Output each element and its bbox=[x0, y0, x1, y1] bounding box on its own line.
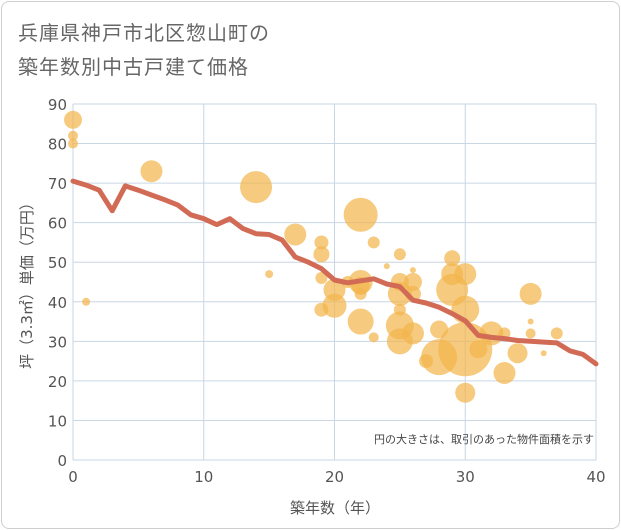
x-tick-label: 0 bbox=[68, 468, 78, 486]
bubble bbox=[265, 270, 274, 279]
x-tick-label: 10 bbox=[194, 468, 213, 486]
trend-line bbox=[70, 178, 599, 367]
y-tick-label: 0 bbox=[57, 452, 67, 470]
bubble bbox=[343, 197, 378, 232]
bubble bbox=[68, 138, 78, 149]
bubble bbox=[347, 308, 374, 335]
bubble-series bbox=[64, 110, 563, 403]
y-axis-label: 坪（3.3㎡）単価（万円） bbox=[18, 195, 36, 369]
bubble bbox=[368, 332, 379, 343]
axis-ticks: 0 10 20 30 40 50 60 70 80 90 0 10 20 30 40 bbox=[48, 96, 606, 486]
bubble bbox=[455, 382, 476, 403]
bubble bbox=[525, 328, 536, 339]
x-tick-label: 30 bbox=[456, 468, 475, 486]
bubble bbox=[64, 110, 82, 129]
y-tick-label: 50 bbox=[48, 254, 67, 272]
bubble bbox=[469, 340, 488, 359]
y-tick-label: 70 bbox=[48, 175, 67, 193]
bubble bbox=[401, 322, 424, 345]
bubble bbox=[444, 250, 461, 267]
y-tick-label: 30 bbox=[48, 333, 67, 351]
chart-title-line-2: 築年数別中古戸建て価格 bbox=[18, 55, 249, 79]
bubble bbox=[527, 318, 534, 325]
y-tick-label: 40 bbox=[48, 294, 67, 312]
x-axis-label: 築年数（年） bbox=[290, 499, 380, 517]
bubble bbox=[315, 272, 328, 285]
x-tick-label: 20 bbox=[325, 468, 344, 486]
bubble bbox=[240, 171, 273, 204]
x-tick-label: 40 bbox=[586, 468, 605, 486]
chart-title: 兵庫県神戸市北区惣山町の 築年数別中古戸建て価格 bbox=[18, 16, 270, 84]
chart-title-line-1: 兵庫県神戸市北区惣山町の bbox=[18, 21, 270, 45]
y-tick-label: 80 bbox=[48, 136, 67, 154]
bubble bbox=[367, 236, 380, 249]
bubble bbox=[383, 263, 390, 270]
bubble bbox=[403, 273, 422, 291]
bubble bbox=[68, 130, 78, 141]
bubble bbox=[82, 297, 91, 306]
bubble bbox=[409, 267, 416, 274]
y-tick-label: 10 bbox=[48, 412, 67, 430]
bubble bbox=[550, 327, 563, 340]
y-tick-label: 90 bbox=[48, 96, 67, 114]
size-legend-note: 円の大きさは、取引のあった物件面積を示す bbox=[374, 432, 594, 446]
bubble bbox=[314, 235, 329, 250]
bubble bbox=[519, 282, 542, 305]
bubble bbox=[322, 293, 347, 318]
bubble bbox=[284, 223, 307, 246]
bubble bbox=[507, 343, 528, 364]
bubble bbox=[393, 248, 406, 261]
y-tick-label: 60 bbox=[48, 215, 67, 233]
bubble bbox=[140, 160, 163, 183]
bubble bbox=[540, 350, 547, 357]
bubble bbox=[454, 263, 477, 286]
y-tick-label: 20 bbox=[48, 373, 67, 391]
bubble bbox=[313, 246, 330, 263]
bubble bbox=[354, 287, 367, 300]
bubble bbox=[493, 361, 516, 384]
